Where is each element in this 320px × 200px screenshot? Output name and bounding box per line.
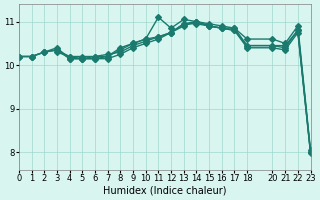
X-axis label: Humidex (Indice chaleur): Humidex (Indice chaleur) [103,186,227,196]
